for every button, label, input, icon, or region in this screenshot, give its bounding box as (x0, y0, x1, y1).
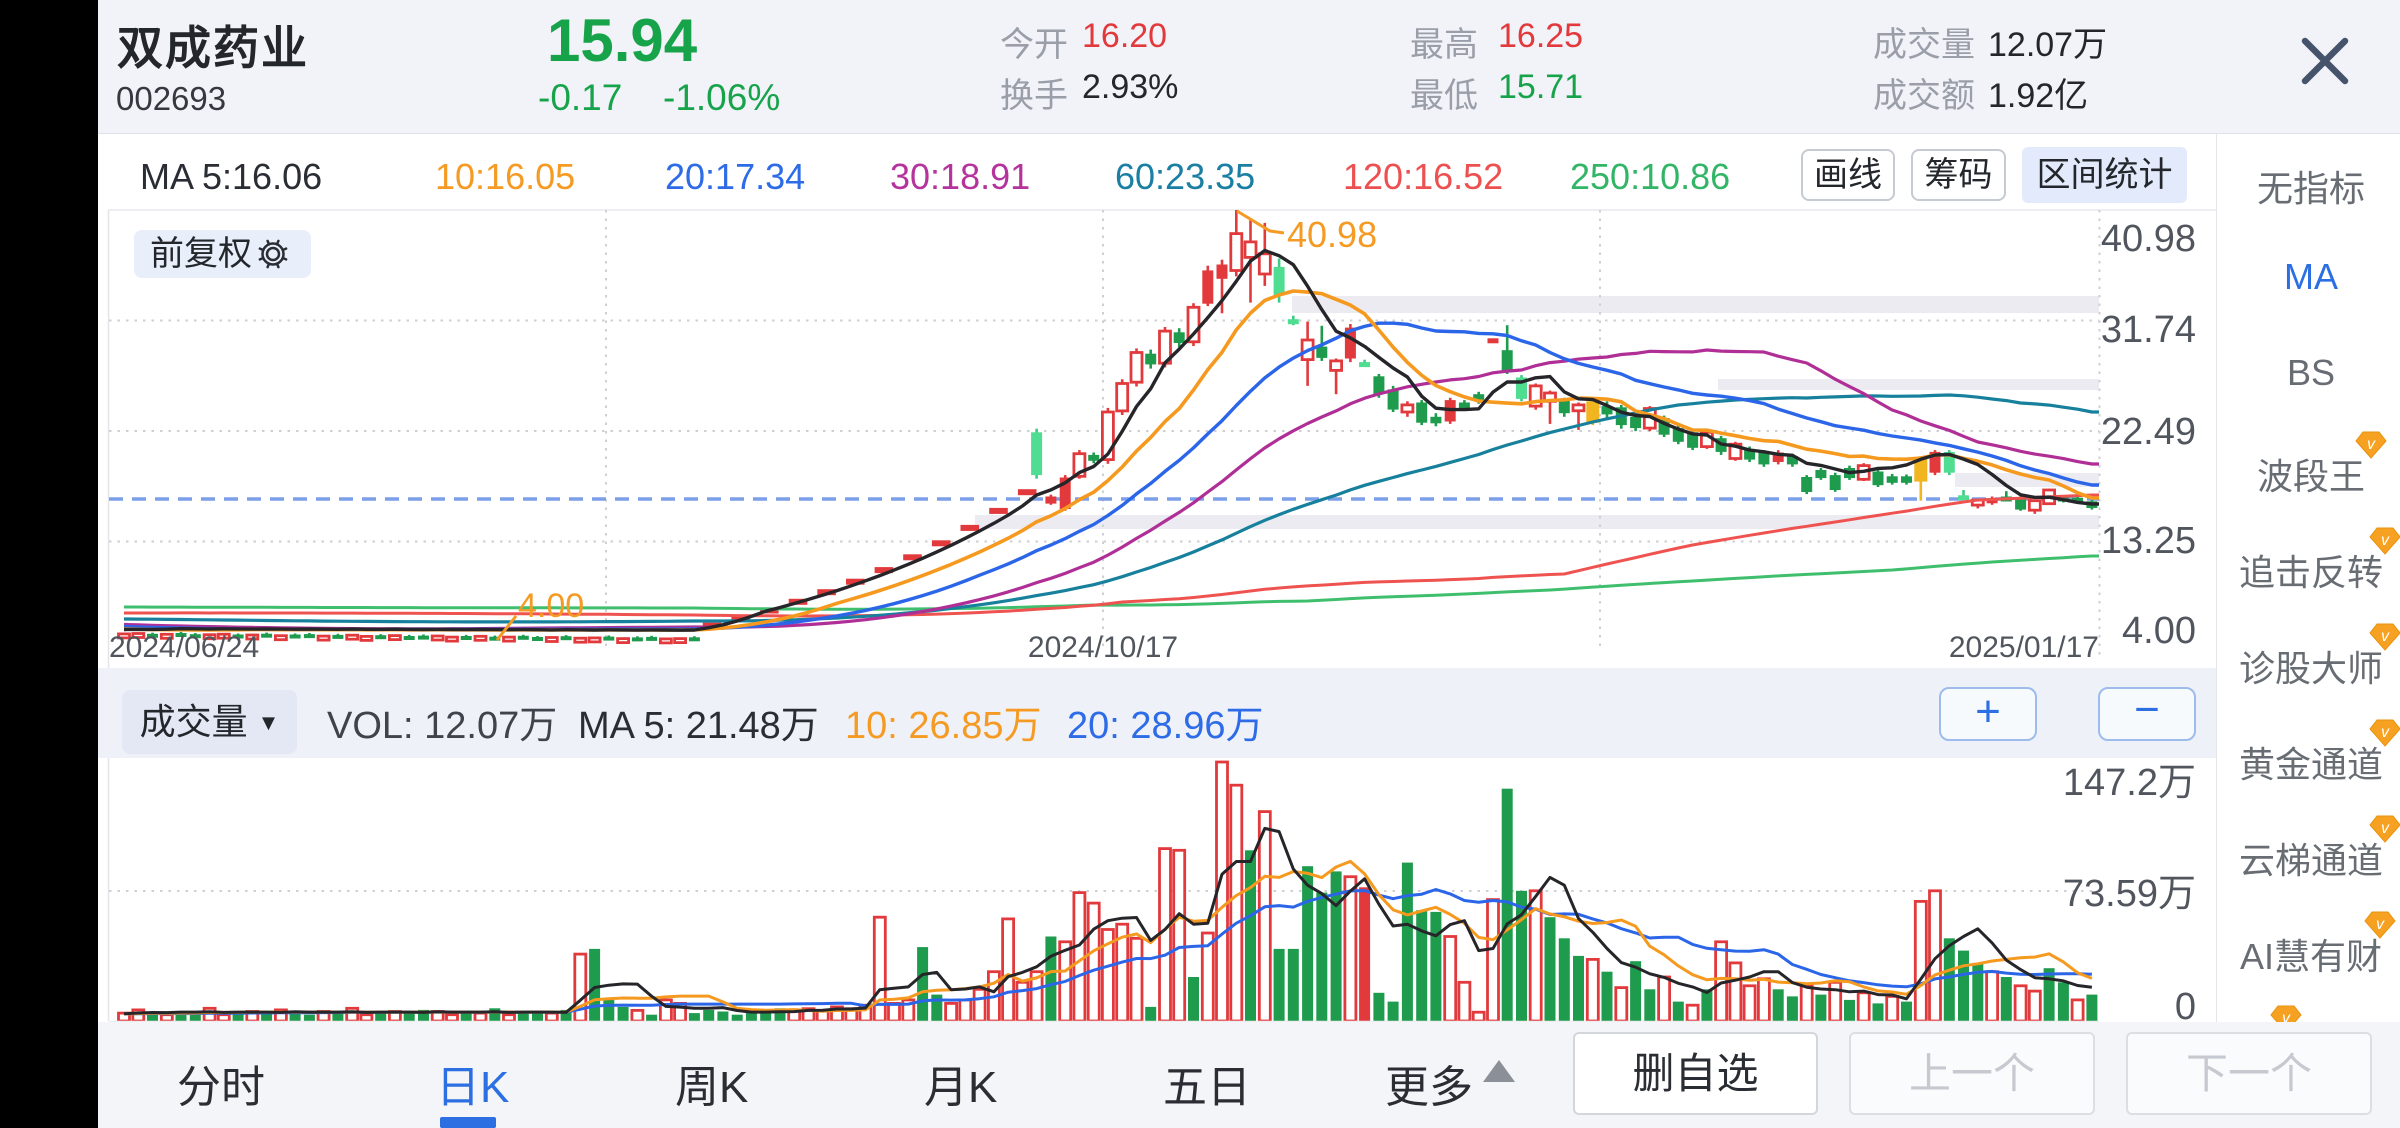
svg-text:13.25: 13.25 (2101, 520, 2196, 562)
svg-text:40.98: 40.98 (1287, 214, 1377, 255)
svg-text:v: v (2381, 628, 2390, 645)
svg-text:v: v (2376, 916, 2385, 933)
svg-text:4.00: 4.00 (2122, 610, 2196, 652)
svg-text:31.74: 31.74 (2101, 309, 2196, 351)
svg-text:0: 0 (2175, 986, 2196, 1028)
svg-text:147.2万: 147.2万 (2063, 762, 2196, 804)
svg-text:4.00: 4.00 (518, 587, 584, 625)
svg-text:73.59万: 73.59万 (2063, 873, 2196, 915)
svg-text:v: v (2381, 820, 2390, 837)
svg-text:2024/06/24: 2024/06/24 (109, 631, 259, 664)
svg-text:v: v (2381, 724, 2390, 741)
svg-text:v: v (2381, 532, 2390, 549)
svg-text:v: v (2367, 436, 2376, 453)
svg-text:40.98: 40.98 (2101, 218, 2196, 260)
svg-text:2024/10/17: 2024/10/17 (1028, 631, 1178, 664)
svg-text:22.49: 22.49 (2101, 411, 2196, 453)
svg-text:v: v (2282, 1010, 2291, 1022)
svg-text:2025/01/17: 2025/01/17 (1949, 631, 2099, 664)
